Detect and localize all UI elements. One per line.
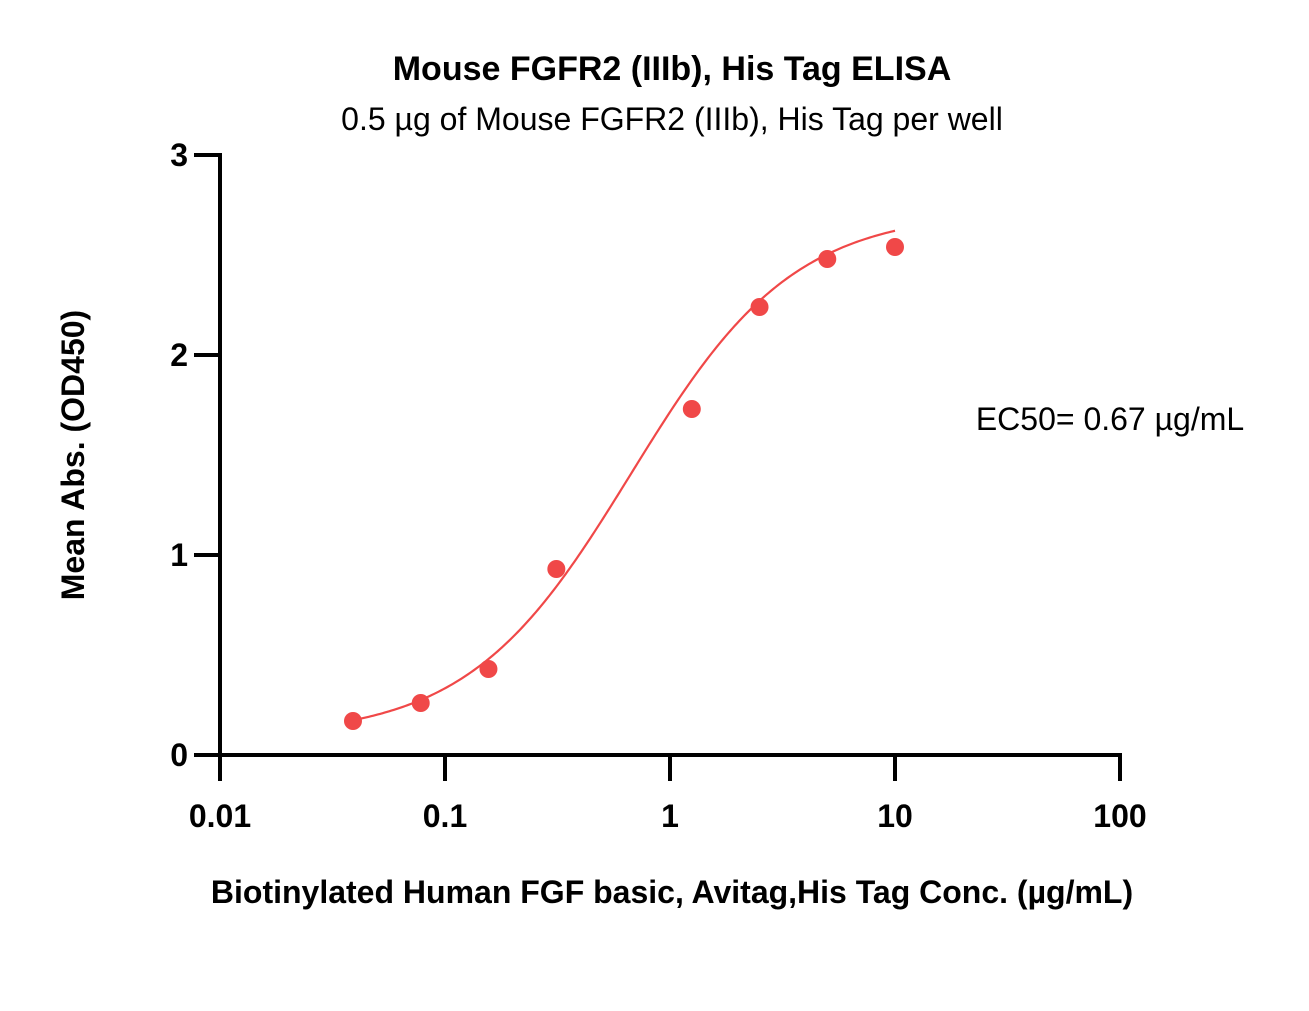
x-axis-label: Biotinylated Human FGF basic, Avitag,His… xyxy=(211,874,1133,910)
x-tick-label: 100 xyxy=(1093,798,1146,834)
chart-subtitle: 0.5 µg of Mouse FGFR2 (IIIb), His Tag pe… xyxy=(341,101,1003,137)
data-point xyxy=(343,712,362,730)
x-tick-label: 0.01 xyxy=(189,798,251,834)
y-tick-label: 1 xyxy=(170,537,188,573)
data-point xyxy=(886,238,904,256)
data-points xyxy=(343,238,904,730)
fit-curve xyxy=(352,229,896,722)
y-tick-label: 3 xyxy=(170,137,188,173)
y-tick-label: 2 xyxy=(170,337,188,373)
y-axis-label: Mean Abs. (OD450) xyxy=(55,310,91,600)
y-tick-label: 0 xyxy=(170,737,188,773)
x-tick-label: 1 xyxy=(661,798,679,834)
data-point xyxy=(547,560,566,578)
ec50-annotation: EC50= 0.67 µg/mL xyxy=(976,401,1244,437)
data-point xyxy=(411,694,430,712)
x-tick-label: 10 xyxy=(877,798,913,834)
data-point xyxy=(479,660,498,678)
chart-title: Mouse FGFR2 (IIIb), His Tag ELISA xyxy=(393,50,952,88)
data-point xyxy=(818,250,837,268)
x-ticks: 0.01 0.1 1 10 100 xyxy=(189,755,1147,834)
x-tick-label: 0.1 xyxy=(423,798,467,834)
data-point xyxy=(750,298,769,316)
data-point xyxy=(682,400,701,418)
y-ticks: 0 1 2 3 xyxy=(170,137,220,773)
axes xyxy=(218,153,1122,757)
